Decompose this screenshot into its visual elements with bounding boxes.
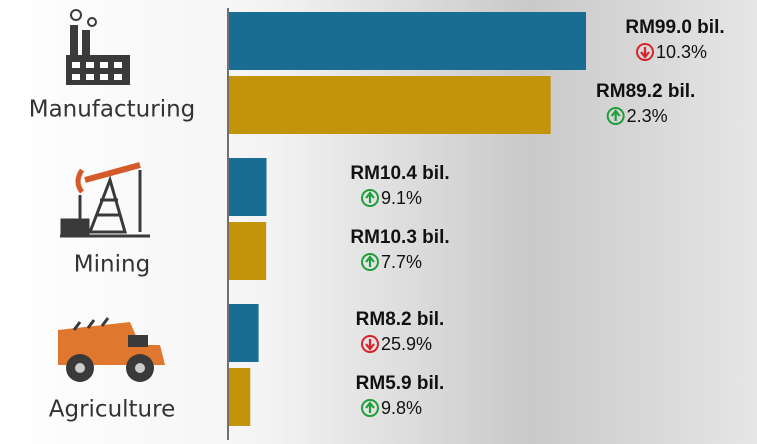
change-label: 10.3% — [656, 42, 707, 62]
bar — [229, 76, 551, 134]
value-label: RM89.2 bil. — [596, 81, 695, 102]
bar — [229, 158, 267, 216]
value-label: RM8.2 bil. — [356, 309, 445, 330]
change-label: 2.3% — [627, 106, 668, 126]
chart: Manufacturing Mining Agriculture RM99.0 … — [0, 0, 757, 444]
value-label: RM10.4 bil. — [350, 163, 449, 184]
bar — [229, 304, 259, 362]
bar — [229, 12, 586, 70]
category-label: Mining — [74, 252, 150, 278]
value-label: RM99.0 bil. — [625, 17, 724, 38]
change-label: 7.7% — [381, 252, 422, 272]
value-label: RM5.9 bil. — [356, 373, 445, 394]
bar — [229, 222, 266, 280]
category-label: Manufacturing — [29, 97, 196, 123]
change-label: 9.8% — [381, 398, 422, 418]
change-label: 9.1% — [381, 188, 422, 208]
value-label: RM10.3 bil. — [350, 227, 449, 248]
bar — [229, 368, 250, 426]
category-label: Agriculture — [49, 397, 176, 423]
change-label: 25.9% — [381, 334, 432, 354]
